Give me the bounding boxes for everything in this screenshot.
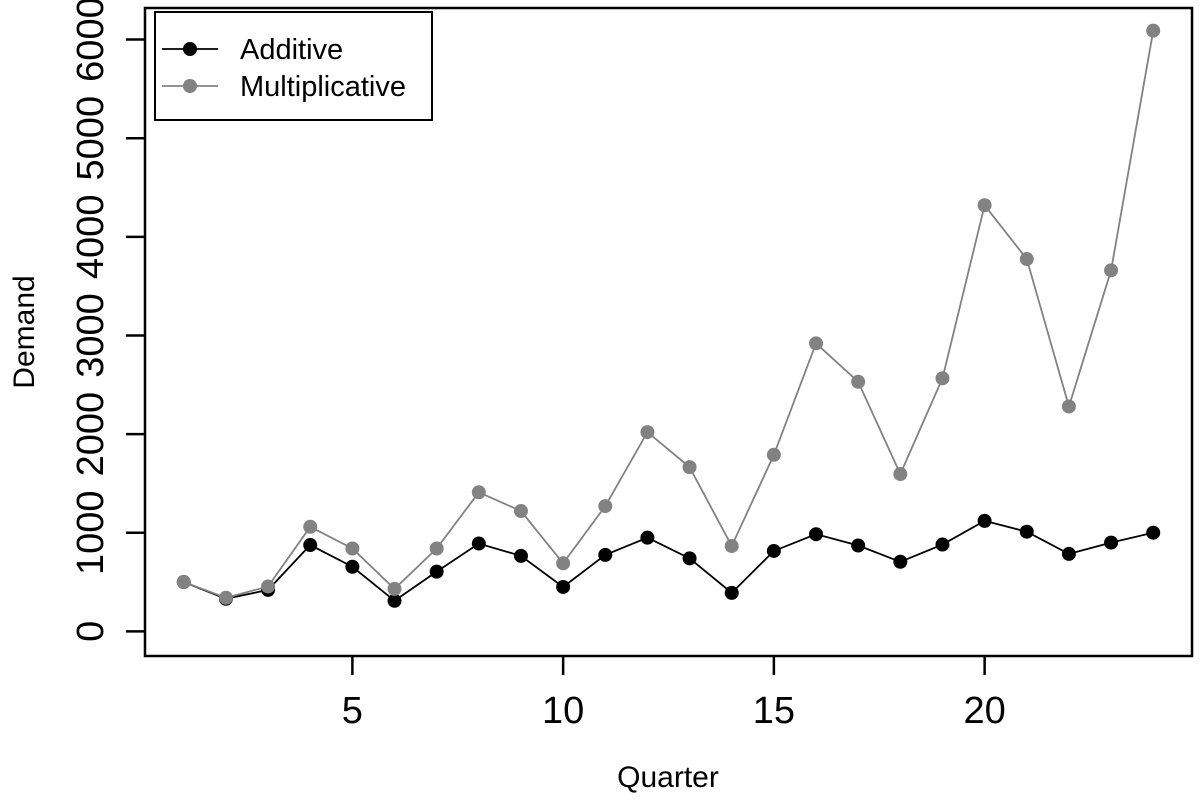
data-point-additive (303, 538, 318, 553)
y-tick-label: 0 (70, 621, 112, 642)
data-point-multiplicative (766, 447, 781, 462)
data-point-multiplicative (471, 485, 486, 500)
y-tick-label: 4000 (70, 195, 112, 280)
data-point-multiplicative (851, 374, 866, 389)
data-point-multiplicative (1104, 263, 1119, 278)
data-point-multiplicative (977, 198, 992, 213)
x-tick-label: 15 (753, 690, 795, 732)
data-point-additive (429, 564, 444, 579)
data-point-multiplicative (345, 541, 360, 556)
data-point-additive (640, 530, 655, 545)
data-point-multiplicative (1061, 399, 1076, 414)
data-point-multiplicative (303, 519, 318, 534)
x-tick-label: 5 (342, 690, 363, 732)
series-additive (176, 513, 1161, 608)
data-point-multiplicative (513, 504, 528, 519)
x-axis: 5 10 15 20 (342, 656, 1006, 732)
y-tick-label: 2000 (70, 392, 112, 477)
legend-item-multiplicative: Multiplicative (162, 71, 406, 103)
y-axis-title: Demand (8, 275, 41, 388)
y-tick-label: 3000 (70, 293, 112, 378)
data-point-additive (1146, 525, 1161, 540)
data-point-additive (893, 554, 908, 569)
data-point-multiplicative (682, 460, 697, 475)
data-point-additive (1104, 535, 1119, 550)
data-point-additive (598, 547, 613, 562)
legend-label-multiplicative: Multiplicative (240, 71, 406, 103)
data-point-additive (513, 548, 528, 563)
data-point-multiplicative (1019, 252, 1034, 267)
data-point-multiplicative (1146, 23, 1161, 38)
data-point-multiplicative (176, 575, 191, 590)
data-point-additive (345, 559, 360, 574)
data-point-additive (809, 527, 824, 542)
data-point-multiplicative (724, 539, 739, 554)
data-point-additive (724, 585, 739, 600)
data-point-additive (471, 536, 486, 551)
data-point-additive (556, 579, 571, 594)
legend-box: Additive Multiplicative (154, 11, 433, 121)
legend-marker-additive-icon (183, 42, 197, 56)
data-point-additive (977, 513, 992, 528)
data-point-multiplicative (387, 581, 402, 596)
legend-marker-multiplicative-icon (183, 79, 197, 93)
data-point-additive (935, 537, 950, 552)
data-point-additive (851, 538, 866, 553)
series-line-multiplicative (183, 30, 1155, 599)
data-point-multiplicative (598, 499, 613, 514)
y-tick-label: 6000 (70, 0, 112, 82)
series-layer (176, 23, 1161, 608)
y-axis: 0 1000 2000 3000 4000 5000 6000 (70, 0, 145, 642)
series-multiplicative (176, 23, 1161, 605)
legend-border (154, 11, 433, 121)
data-point-additive (682, 551, 697, 566)
x-tick-label: 10 (542, 690, 584, 732)
legend-item-additive: Additive (162, 34, 343, 66)
data-point-additive (1061, 546, 1076, 561)
data-point-multiplicative (261, 579, 276, 594)
y-tick-label: 1000 (70, 490, 112, 575)
data-point-multiplicative (218, 590, 233, 605)
data-point-additive (1019, 524, 1034, 539)
y-tick-label: 5000 (70, 96, 112, 181)
data-point-multiplicative (429, 541, 444, 556)
data-point-multiplicative (893, 467, 908, 482)
legend-label-additive: Additive (240, 34, 343, 66)
x-axis-title: Quarter (617, 761, 719, 794)
series-line-additive (183, 519, 1154, 602)
data-point-additive (766, 543, 781, 558)
data-point-additive (387, 593, 402, 608)
data-point-multiplicative (640, 425, 655, 440)
data-point-multiplicative (556, 556, 571, 571)
data-point-multiplicative (809, 336, 824, 351)
data-point-multiplicative (935, 371, 950, 386)
plot-frame (143, 6, 1194, 658)
x-tick-label: 20 (963, 690, 1005, 732)
